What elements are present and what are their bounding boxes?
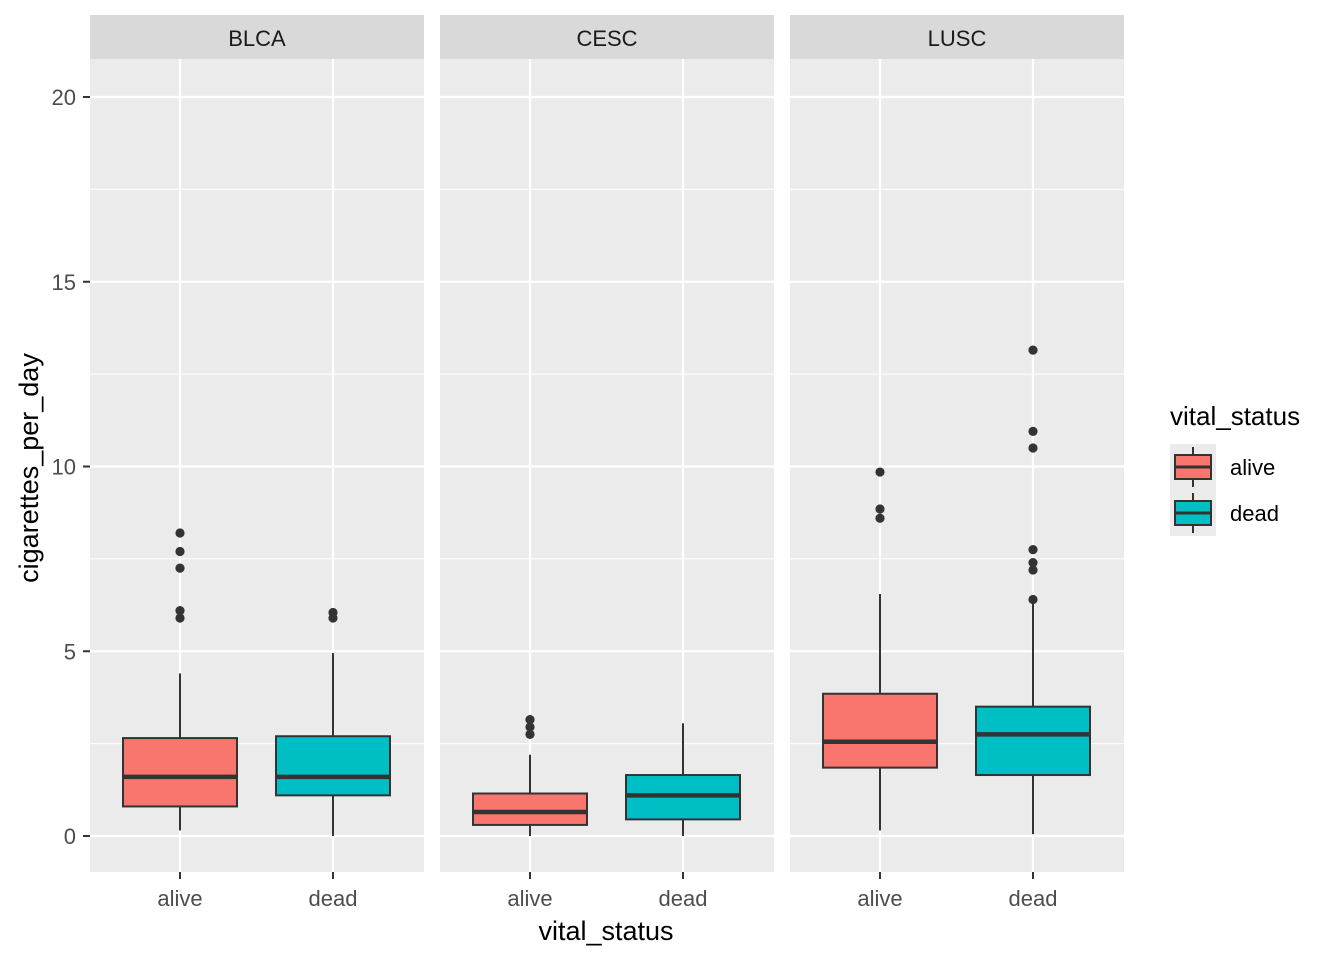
outlier-point [1028, 594, 1038, 605]
x-tick-label: dead [659, 886, 708, 911]
outlier-point [525, 729, 535, 739]
facet-panel-lusc: LUSC alive dead [790, 15, 1124, 911]
outlier-point [525, 722, 535, 732]
legend-title: vital_status [1170, 401, 1300, 431]
facet-strip-label: LUSC [928, 26, 987, 51]
outlier-point [875, 513, 885, 523]
x-tick-label: alive [507, 886, 552, 911]
legend-entry-dead: dead [1170, 490, 1279, 536]
outlier-point [175, 528, 185, 538]
box-blca-dead [275, 607, 391, 836]
y-tick-label: 0 [64, 824, 76, 849]
box-iqr [975, 705, 1091, 777]
x-axis-title: vital_status [538, 916, 673, 946]
facet-strip [790, 15, 1124, 59]
y-tick-label: 20 [52, 85, 76, 110]
legend-label: dead [1230, 501, 1279, 526]
outlier-point [525, 715, 535, 725]
outlier-point [1028, 443, 1038, 453]
x-tick-label: alive [157, 886, 202, 911]
outlier-point [1028, 426, 1038, 436]
legend-label: alive [1230, 455, 1275, 480]
box-cesc-alive [472, 715, 588, 836]
outlier-point [175, 606, 185, 616]
outlier-point [1028, 345, 1038, 355]
facet-strip [90, 15, 424, 59]
outlier-point [875, 467, 885, 477]
box-iqr [275, 735, 391, 797]
outlier-point [1028, 557, 1038, 568]
facet-strip-label: CESC [576, 26, 637, 51]
facet-panel-blca: BLCA alive dead [90, 15, 424, 911]
y-tick-label: 15 [52, 270, 76, 295]
outlier-point [875, 504, 885, 514]
box-iqr [822, 692, 938, 769]
box-cesc-dead [625, 723, 741, 836]
outlier-point [175, 546, 185, 557]
outlier-point [1028, 545, 1038, 555]
outlier-point [175, 613, 185, 623]
facet-panel-cesc: CESC alive dead [440, 15, 774, 911]
y-tick-label: 10 [52, 455, 76, 480]
x-tick-label: dead [309, 886, 358, 911]
box-lusc-dead [975, 345, 1091, 835]
y-axis-title: cigarettes_per_day [14, 353, 44, 583]
box-iqr [472, 792, 588, 826]
outlier-point [175, 563, 185, 573]
legend: vital_status alive dead [1170, 401, 1300, 536]
outlier-point [1028, 565, 1038, 575]
x-tick-label: alive [857, 886, 902, 911]
box-lusc-alive [822, 467, 938, 831]
facet-strip [440, 15, 774, 59]
x-tick-label: dead [1009, 886, 1058, 911]
box-iqr [122, 737, 238, 808]
y-axis: 0 5 10 15 20 [52, 85, 90, 849]
legend-entry-alive: alive [1170, 444, 1275, 490]
y-tick-label: 5 [64, 639, 76, 664]
facet-panels: BLCA alive dead CESC alive dead LUSC alive dead [90, 15, 1124, 911]
facet-strip-label: BLCA [228, 26, 286, 51]
outlier-point [328, 607, 338, 618]
box-blca-alive [122, 528, 238, 831]
